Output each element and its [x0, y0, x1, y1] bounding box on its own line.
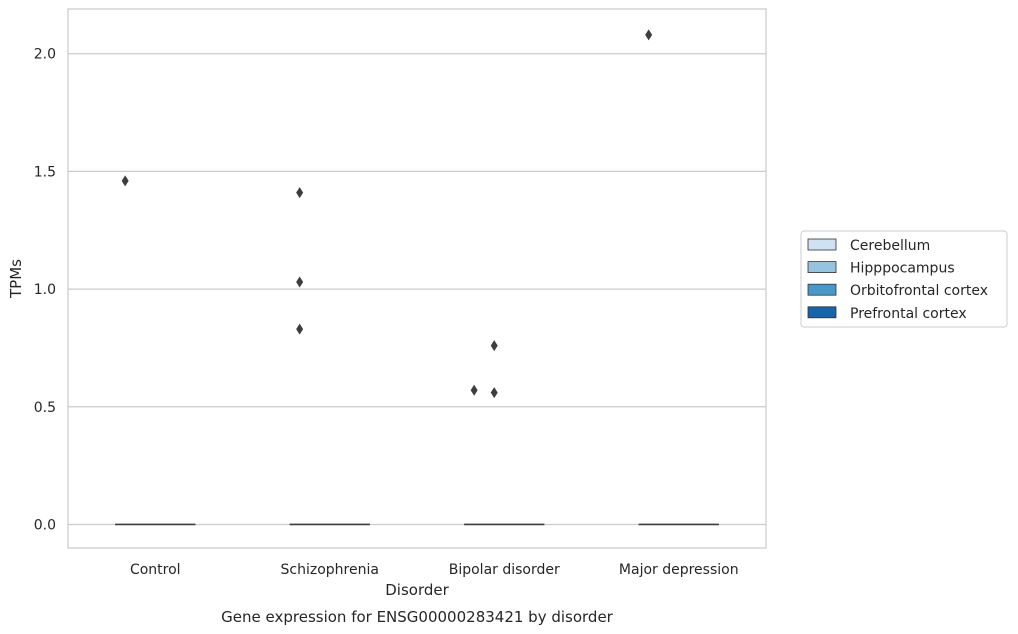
x-tick-labels: Control Schizophrenia Bipolar disorder Majo…	[130, 562, 739, 578]
plot-frame	[67, 8, 767, 549]
x-tick-label: Control	[130, 562, 181, 578]
y-tick-label: 1.5	[34, 164, 56, 180]
legend-swatch	[807, 283, 837, 296]
legend-swatch	[807, 261, 837, 274]
outlier-point	[296, 187, 304, 199]
legend-label: Orbitofrontal cortex	[850, 283, 988, 299]
y-tick-labels: 0.0 0.5 1.0 1.5 2.0	[34, 47, 56, 534]
y-tick-label: 0.0	[34, 517, 56, 533]
grid-lines	[68, 53, 766, 526]
outlier-point	[490, 387, 498, 399]
legend: Cerebellum Hipppocampus Orbitofrontal cort…	[800, 230, 1008, 328]
outlier-point	[470, 384, 478, 396]
x-tick-label: Schizophrenia	[281, 562, 379, 578]
y-axis-label: TPMs	[7, 259, 25, 299]
x-axis-label: Disorder	[385, 581, 449, 599]
y-tick-label: 0.5	[34, 400, 56, 416]
legend-label: Prefrontal cortex	[850, 306, 967, 322]
legend-swatch	[807, 238, 837, 251]
x-tick-label: Major depression	[619, 562, 739, 578]
outlier-point	[645, 29, 653, 41]
outlier-point	[296, 323, 304, 335]
outlier-point	[121, 175, 129, 187]
y-tick-label: 1.0	[34, 282, 56, 298]
legend-label: Hipppocampus	[850, 261, 955, 277]
chart-caption: Gene expression for ENSG00000283421 by d…	[221, 608, 614, 626]
legend-label: Cerebellum	[850, 238, 930, 254]
outlier-points	[121, 29, 653, 399]
outlier-point	[296, 276, 304, 288]
legend-swatch	[807, 306, 837, 319]
outlier-point	[490, 340, 498, 352]
y-tick-label: 2.0	[34, 47, 56, 63]
x-tick-label: Bipolar disorder	[449, 562, 560, 578]
legend-frame	[800, 230, 1008, 328]
